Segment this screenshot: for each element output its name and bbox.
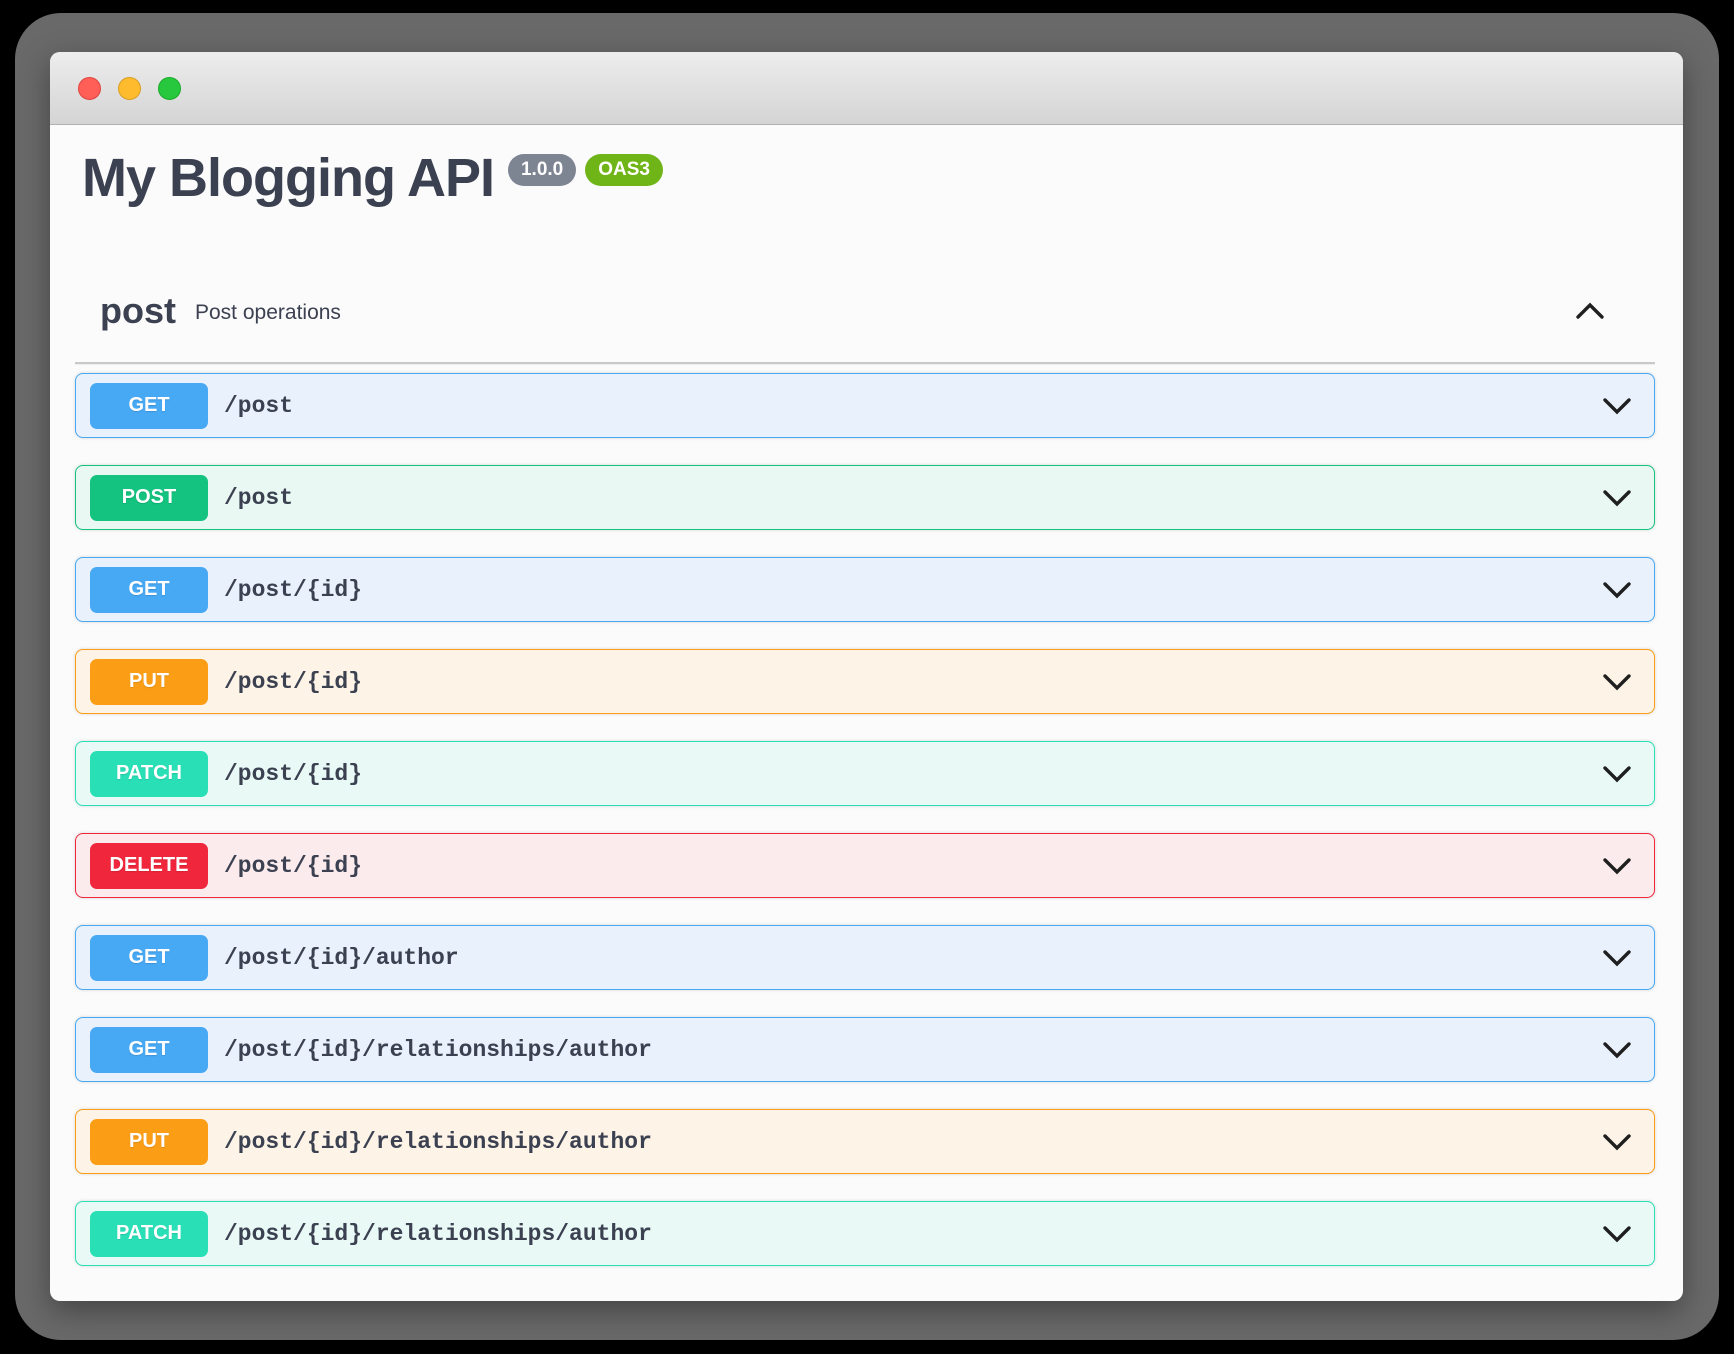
chevron-down-icon	[1603, 1041, 1631, 1058]
expand-operation-button[interactable]	[1602, 581, 1632, 599]
endpoint-path: /post/{id}/author	[224, 944, 459, 971]
chevron-up-icon	[1576, 302, 1604, 319]
tag-name: post	[100, 290, 176, 331]
method-badge: PATCH	[90, 750, 208, 797]
expand-operation-button[interactable]	[1602, 949, 1632, 967]
expand-operation-button[interactable]	[1602, 857, 1632, 875]
endpoint-path: /post	[224, 484, 294, 511]
chevron-down-icon	[1603, 581, 1631, 598]
expand-operation-button[interactable]	[1602, 1041, 1632, 1059]
method-badge: GET	[90, 1026, 208, 1073]
window-titlebar[interactable]	[50, 52, 1683, 125]
method-badge: GET	[90, 566, 208, 613]
endpoint-row[interactable]: GET/post/{id}	[75, 557, 1655, 622]
chevron-down-icon	[1603, 857, 1631, 874]
expand-operation-button[interactable]	[1602, 1133, 1632, 1151]
oas-badge: OAS3	[585, 154, 663, 186]
endpoint-row[interactable]: GET/post/{id}/relationships/author	[75, 1017, 1655, 1082]
endpoint-row[interactable]: PUT/post/{id}/relationships/author	[75, 1109, 1655, 1174]
expand-operation-button[interactable]	[1602, 765, 1632, 783]
method-badge: POST	[90, 474, 208, 521]
swagger-ui-content: My Blogging API 1.0.0 OAS3 post Post ope…	[50, 125, 1683, 1300]
maximize-button[interactable]	[158, 76, 181, 100]
chevron-down-icon	[1603, 489, 1631, 506]
method-badge: PUT	[90, 658, 208, 705]
window-frame: My Blogging API 1.0.0 OAS3 post Post ope…	[15, 13, 1719, 1340]
endpoint-path: /post/{id}/relationships/author	[224, 1220, 652, 1247]
endpoint-row[interactable]: GET/post/{id}/author	[75, 925, 1655, 990]
expand-operation-button[interactable]	[1602, 397, 1632, 415]
endpoint-path: /post/{id}/relationships/author	[224, 1036, 652, 1063]
method-badge: PUT	[90, 1118, 208, 1165]
endpoint-row[interactable]: PUT/post/{id}	[75, 649, 1655, 714]
endpoint-row[interactable]: PATCH/post/{id}	[75, 741, 1655, 806]
tag-section-header[interactable]: post Post operations	[100, 283, 1655, 339]
chevron-down-icon	[1603, 1133, 1631, 1150]
app-window: My Blogging API 1.0.0 OAS3 post Post ope…	[50, 52, 1683, 1301]
close-button[interactable]	[78, 76, 101, 100]
endpoint-row[interactable]: PATCH/post/{id}/relationships/author	[75, 1201, 1655, 1266]
method-badge: GET	[90, 934, 208, 981]
expand-operation-button[interactable]	[1602, 673, 1632, 691]
endpoint-path: /post/{id}	[224, 668, 363, 695]
endpoint-row[interactable]: POST/post	[75, 465, 1655, 530]
endpoint-row[interactable]: DELETE/post/{id}	[75, 833, 1655, 898]
expand-operation-button[interactable]	[1602, 1225, 1632, 1243]
endpoint-row[interactable]: GET/post	[75, 373, 1655, 438]
expand-operation-button[interactable]	[1602, 489, 1632, 507]
endpoint-list: GET/post POST/post GET/post/{id} PUT/post/{…	[75, 373, 1655, 1293]
endpoint-path: /post	[224, 392, 294, 419]
method-badge: PATCH	[90, 1210, 208, 1257]
endpoint-path: /post/{id}	[224, 576, 363, 603]
version-badge: 1.0.0	[507, 154, 577, 186]
endpoint-path: /post/{id}	[224, 852, 363, 879]
endpoint-path: /post/{id}	[224, 760, 363, 787]
chevron-down-icon	[1603, 397, 1631, 414]
minimize-button[interactable]	[118, 76, 141, 100]
chevron-down-icon	[1603, 765, 1631, 782]
page-title: My Blogging API	[82, 148, 495, 208]
collapse-section-button[interactable]	[1571, 298, 1609, 324]
method-badge: DELETE	[90, 842, 208, 889]
api-title-row: My Blogging API 1.0.0 OAS3	[82, 147, 663, 209]
chevron-down-icon	[1603, 1225, 1631, 1242]
endpoint-path: /post/{id}/relationships/author	[224, 1128, 652, 1155]
method-badge: GET	[90, 382, 208, 429]
section-divider	[75, 362, 1655, 365]
chevron-down-icon	[1603, 673, 1631, 690]
tag-description: Post operations	[195, 301, 341, 324]
chevron-down-icon	[1603, 949, 1631, 966]
